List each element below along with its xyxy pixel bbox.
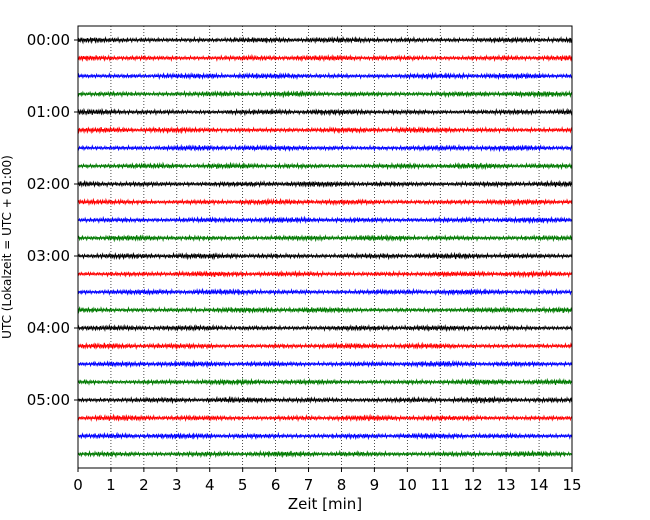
x-tick-label: 1	[106, 476, 116, 494]
y-axis-ticks: 00:00 01:00 02:00 03:00 04:00 05:00	[27, 31, 78, 409]
seismic-trace	[77, 269, 573, 279]
y-tick-label: 00:00	[27, 31, 70, 49]
x-tick-label: 14	[530, 476, 549, 494]
x-tick-label: 9	[370, 476, 380, 494]
x-axis-ticks: 0 1 2 3 4 5 6 7 8 9 10 11 12 13 14 15	[73, 468, 582, 494]
seismic-trace	[77, 377, 573, 387]
x-tick-label: 12	[464, 476, 483, 494]
seismic-trace	[77, 161, 573, 171]
x-tick-label: 10	[398, 476, 417, 494]
seismic-trace	[77, 449, 573, 459]
x-tick-label: 8	[337, 476, 347, 494]
x-tick-label: 11	[431, 476, 450, 494]
seismic-traces	[77, 35, 573, 459]
x-tick-label: 5	[238, 476, 248, 494]
y-axis-label: UTC (Lokalzeit = UTC + 01:00)	[0, 155, 14, 339]
seismic-trace	[77, 197, 573, 207]
seismic-trace	[77, 413, 573, 423]
seismic-trace	[77, 53, 573, 63]
seismic-trace	[77, 35, 573, 45]
seismic-trace	[77, 431, 573, 441]
x-tick-label: 2	[139, 476, 149, 494]
seismic-trace	[77, 215, 572, 225]
plot-frame	[77, 25, 573, 469]
seismic-trace	[77, 107, 573, 117]
seismic-trace	[77, 71, 573, 81]
seismic-trace	[77, 359, 573, 369]
x-tick-label: 15	[562, 476, 581, 494]
x-tick-label: 6	[271, 476, 281, 494]
seismic-trace	[77, 89, 573, 99]
y-tick-label: 01:00	[27, 103, 70, 121]
x-tick-label: 4	[205, 476, 215, 494]
x-tick-label: 3	[172, 476, 182, 494]
seismic-trace	[77, 251, 573, 261]
seismic-trace	[77, 125, 573, 135]
seismic-trace	[77, 323, 573, 333]
y-tick-label: 05:00	[27, 391, 70, 409]
x-axis-label: Zeit [min]	[288, 495, 362, 513]
seismic-trace	[77, 233, 573, 243]
seismic-trace	[77, 143, 573, 153]
x-tick-label: 0	[73, 476, 83, 494]
seismic-trace	[77, 287, 573, 297]
y-tick-label: 04:00	[27, 319, 70, 337]
x-tick-label: 13	[497, 476, 516, 494]
seismic-trace	[77, 395, 573, 405]
seismic-trace	[77, 305, 573, 314]
y-tick-label: 03:00	[27, 247, 70, 265]
seismic-trace	[77, 341, 573, 351]
seismic-trace	[77, 179, 573, 189]
x-tick-label: 7	[304, 476, 314, 494]
y-tick-label: 02:00	[27, 175, 70, 193]
